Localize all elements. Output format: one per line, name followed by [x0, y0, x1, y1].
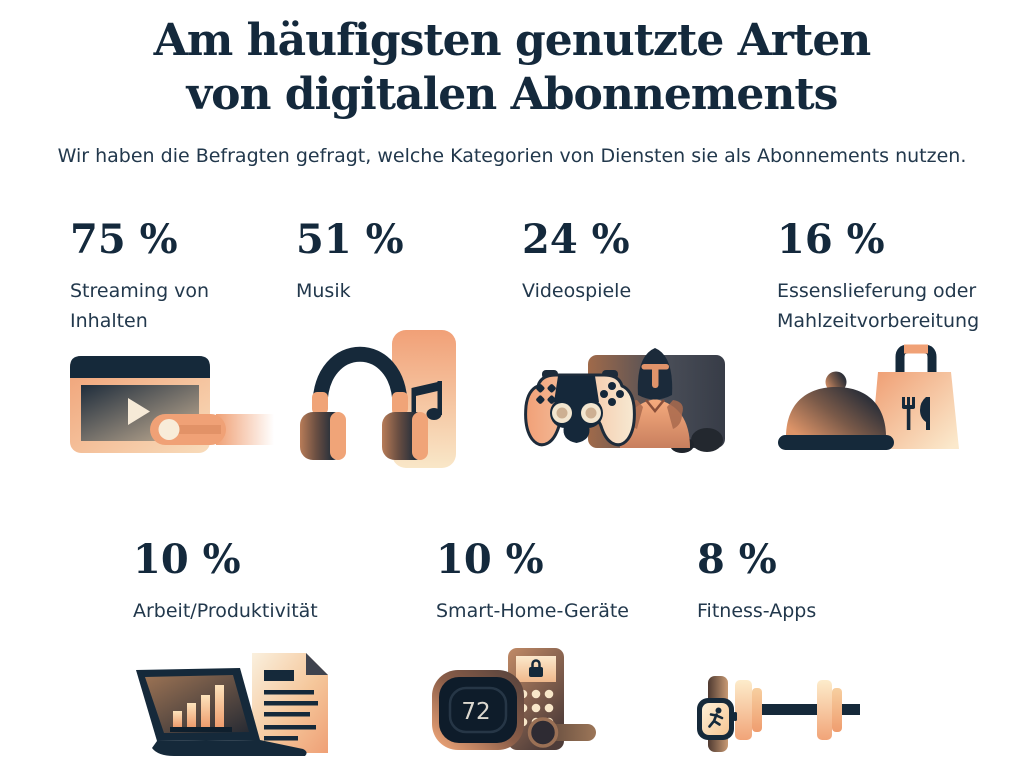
bar-chart-glyph	[170, 685, 232, 732]
page-title-line2: von digitalen Abonnements	[186, 69, 839, 120]
stat-streaming-label: Streaming von Inhalten	[70, 280, 210, 332]
stat-videogames-label: Videospiele	[522, 280, 632, 302]
smartwatch	[697, 676, 737, 752]
dumbbell	[735, 680, 860, 740]
page-title: Am häufigsten genutzte Arten von digital…	[0, 14, 1024, 122]
runner-glyph	[708, 707, 724, 728]
dpad	[536, 384, 556, 404]
stat-videogames: 24 % Videospiele	[522, 216, 732, 306]
stat-fitness: 8 % Fitness-Apps	[697, 536, 897, 626]
stat-music: 51 % Musik	[296, 216, 486, 306]
videogames-icon	[524, 348, 725, 453]
stat-productivity: 10 % Arbeit/Produktivität	[133, 536, 363, 626]
stat-streaming: 75 % Streaming von Inhalten	[70, 216, 285, 336]
delivery-bag	[871, 344, 959, 449]
food-delivery-icon	[778, 344, 959, 450]
fitness-icon	[697, 676, 860, 752]
thermostat: 72	[432, 670, 524, 750]
stat-fitness-value: 8 %	[697, 536, 777, 583]
music-icon	[300, 330, 456, 468]
stat-productivity-value: 10 %	[133, 536, 241, 583]
stat-food-delivery: 16 % Essenslieferung oder Mahlzeitvorber…	[777, 216, 989, 336]
smart-home-icon: 72	[432, 648, 596, 750]
fork-knife-glyph	[902, 397, 930, 430]
knight-character	[620, 348, 690, 448]
laptop	[136, 668, 307, 756]
action-buttons	[600, 382, 624, 406]
game-controller	[524, 370, 636, 447]
stat-food-delivery-value: 16 %	[777, 216, 885, 263]
stat-streaming-value: 75 %	[70, 216, 178, 263]
page-title-line1: Am häufigsten genutzte Arten	[153, 15, 872, 66]
page-subtitle: Wir haben die Befragten gefragt, welche …	[57, 145, 967, 167]
stat-videogames-value: 24 %	[522, 216, 630, 263]
stat-food-delivery-label: Essenslieferung oder Mahlzeitvorbereitun…	[777, 280, 980, 332]
thermostat-reading: 72	[461, 699, 490, 725]
stat-smart-home-label: Smart-Home-Geräte	[436, 600, 629, 622]
stat-productivity-label: Arbeit/Produktivität	[133, 600, 318, 622]
food-cloche	[778, 371, 894, 450]
stat-fitness-label: Fitness-Apps	[697, 600, 817, 622]
lock-icon	[529, 659, 543, 677]
stat-smart-home-value: 10 %	[436, 536, 544, 583]
stat-music-value: 51 %	[296, 216, 404, 263]
stat-smart-home: 10 % Smart-Home-Geräte	[436, 536, 666, 626]
streaming-icon	[70, 356, 274, 453]
productivity-icon	[136, 653, 328, 756]
stat-music-label: Musik	[296, 280, 351, 302]
document	[252, 653, 328, 753]
